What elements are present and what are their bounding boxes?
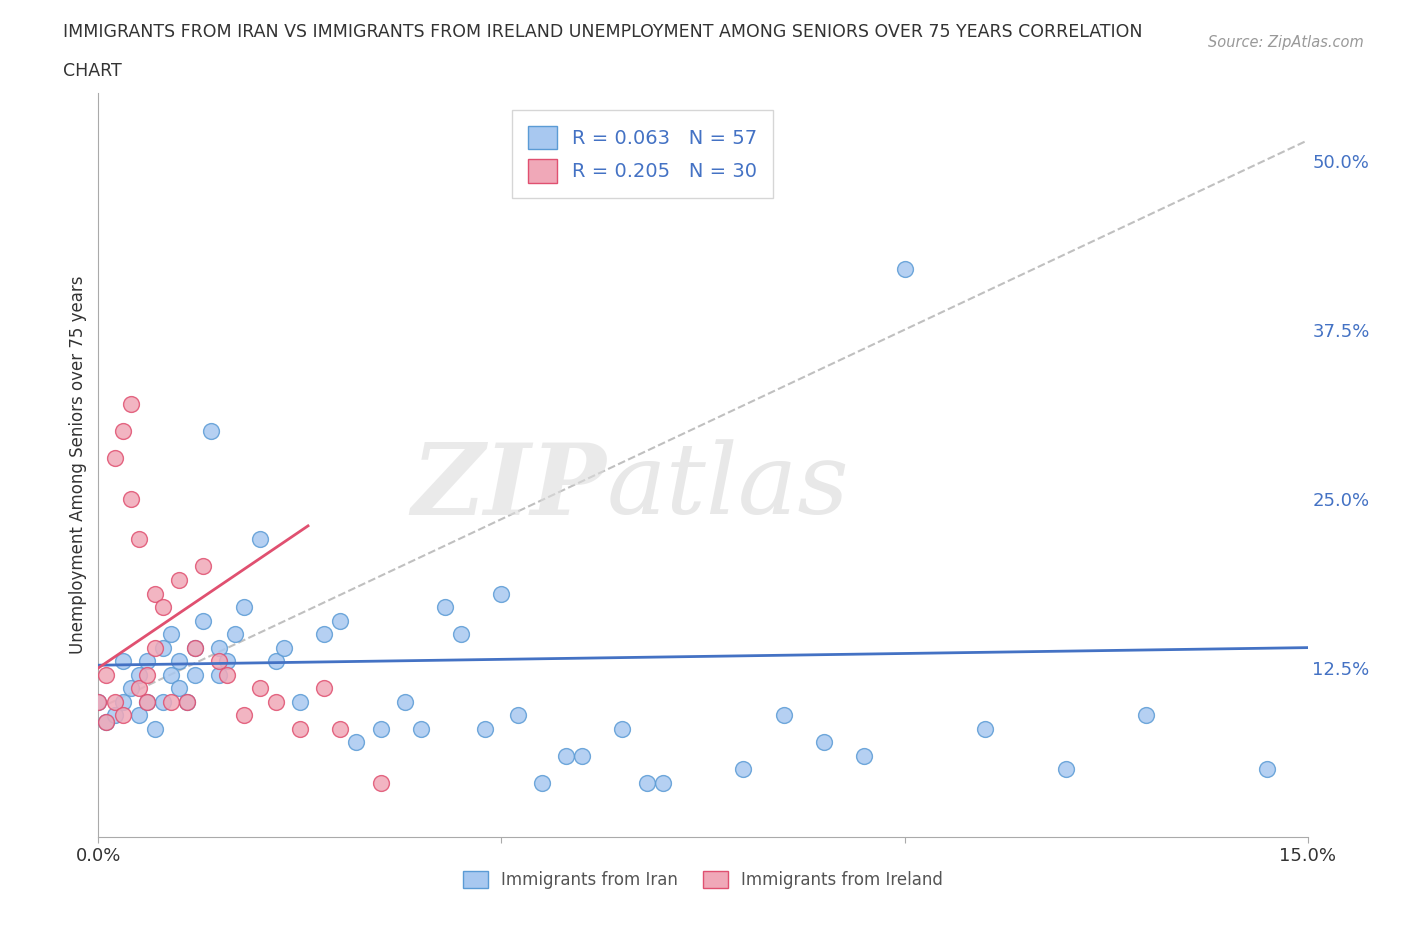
Point <box>160 667 183 682</box>
Point <box>506 708 529 723</box>
Point <box>128 532 150 547</box>
Text: ZIP: ZIP <box>412 439 606 536</box>
Point <box>224 627 246 642</box>
Point <box>450 627 472 642</box>
Point <box>128 681 150 696</box>
Point <box>370 722 392 737</box>
Point <box>120 491 142 506</box>
Point <box>288 722 311 737</box>
Point <box>135 667 157 682</box>
Point <box>111 424 134 439</box>
Point <box>160 695 183 710</box>
Point <box>184 640 207 655</box>
Point <box>571 749 593 764</box>
Point <box>167 654 190 669</box>
Point <box>208 667 231 682</box>
Text: CHART: CHART <box>63 62 122 80</box>
Point <box>249 681 271 696</box>
Point <box>249 532 271 547</box>
Point <box>120 681 142 696</box>
Point <box>1256 762 1278 777</box>
Point <box>176 695 198 710</box>
Point <box>434 600 457 615</box>
Point <box>200 424 222 439</box>
Text: Source: ZipAtlas.com: Source: ZipAtlas.com <box>1208 35 1364 50</box>
Point <box>329 722 352 737</box>
Point <box>409 722 432 737</box>
Point <box>135 654 157 669</box>
Point <box>636 776 658 790</box>
Point <box>160 627 183 642</box>
Point <box>167 573 190 588</box>
Point <box>152 695 174 710</box>
Point <box>232 708 254 723</box>
Point <box>87 695 110 710</box>
Point <box>853 749 876 764</box>
Point <box>120 397 142 412</box>
Point <box>111 708 134 723</box>
Point <box>176 695 198 710</box>
Legend: Immigrants from Iran, Immigrants from Ireland: Immigrants from Iran, Immigrants from Ir… <box>456 864 950 896</box>
Point <box>217 667 239 682</box>
Point <box>135 695 157 710</box>
Point <box>394 695 416 710</box>
Point <box>1054 762 1077 777</box>
Point <box>530 776 553 790</box>
Point <box>128 667 150 682</box>
Point <box>111 654 134 669</box>
Point <box>893 261 915 276</box>
Point <box>143 640 166 655</box>
Point <box>232 600 254 615</box>
Point <box>813 735 835 750</box>
Point <box>612 722 634 737</box>
Point <box>103 451 125 466</box>
Point <box>264 695 287 710</box>
Point <box>314 627 336 642</box>
Point <box>288 695 311 710</box>
Point <box>329 613 352 628</box>
Point <box>555 749 578 764</box>
Point <box>273 640 295 655</box>
Point <box>208 654 231 669</box>
Point <box>217 654 239 669</box>
Point <box>103 708 125 723</box>
Point <box>167 681 190 696</box>
Text: atlas: atlas <box>606 440 849 535</box>
Point <box>314 681 336 696</box>
Text: IMMIGRANTS FROM IRAN VS IMMIGRANTS FROM IRELAND UNEMPLOYMENT AMONG SENIORS OVER : IMMIGRANTS FROM IRAN VS IMMIGRANTS FROM … <box>63 23 1143 41</box>
Point <box>96 714 118 729</box>
Point <box>733 762 755 777</box>
Point <box>193 613 215 628</box>
Point <box>772 708 794 723</box>
Point <box>143 586 166 601</box>
Point <box>184 667 207 682</box>
Point <box>103 695 125 710</box>
Point <box>152 640 174 655</box>
Point <box>344 735 367 750</box>
Point <box>1135 708 1157 723</box>
Point <box>370 776 392 790</box>
Point <box>491 586 513 601</box>
Point <box>87 695 110 710</box>
Point <box>152 600 174 615</box>
Point <box>184 640 207 655</box>
Point <box>143 722 166 737</box>
Point <box>208 640 231 655</box>
Point <box>135 695 157 710</box>
Point <box>128 708 150 723</box>
Point <box>96 714 118 729</box>
Point <box>651 776 673 790</box>
Y-axis label: Unemployment Among Seniors over 75 years: Unemployment Among Seniors over 75 years <box>69 276 87 654</box>
Point <box>111 695 134 710</box>
Point <box>974 722 997 737</box>
Point <box>193 559 215 574</box>
Point <box>96 667 118 682</box>
Point <box>474 722 496 737</box>
Point <box>264 654 287 669</box>
